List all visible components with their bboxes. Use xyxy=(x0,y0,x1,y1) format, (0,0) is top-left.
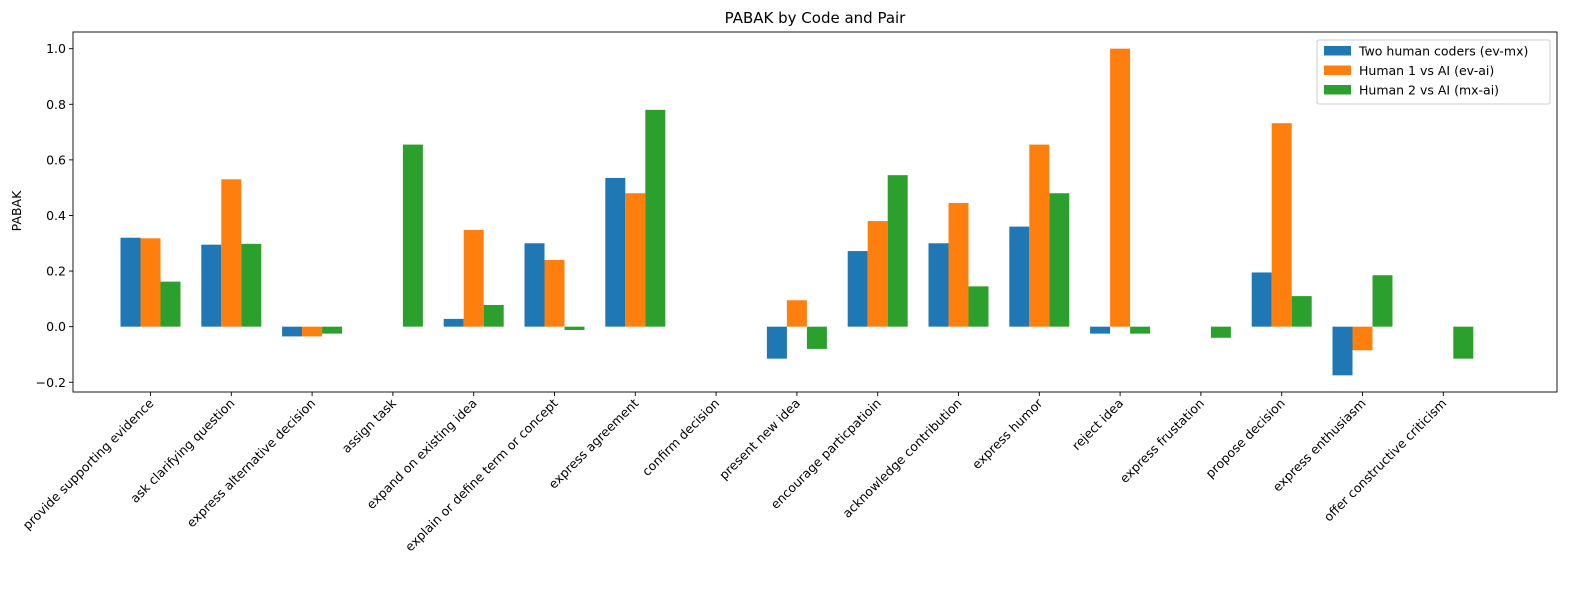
legend-entry: Human 2 vs AI (mx-ai) xyxy=(1359,83,1499,98)
bar-s0-c5 xyxy=(524,243,545,327)
bar-s1-c10 xyxy=(948,202,969,327)
x-tick-label: propose decision xyxy=(1202,396,1287,481)
x-tick-label: explain or define term or concept xyxy=(402,395,561,554)
x-tick-label: confirm decision xyxy=(639,396,722,479)
bar-s1-c1 xyxy=(221,179,242,327)
bar-s1-c0 xyxy=(140,238,161,327)
bar-s2-c1 xyxy=(241,243,262,327)
bars-group xyxy=(120,48,1474,376)
x-tick-label: express agreement xyxy=(545,395,641,491)
y-tick-label: 0.8 xyxy=(46,97,66,112)
bar-s1-c14 xyxy=(1271,123,1292,327)
bar-s2-c15 xyxy=(1372,275,1393,327)
y-tick-label: −0.2 xyxy=(36,375,66,390)
bar-s0-c12 xyxy=(1090,326,1111,334)
bar-s2-c14 xyxy=(1291,296,1312,327)
bar-s1-c15 xyxy=(1352,326,1373,351)
plot-frame xyxy=(72,31,1558,393)
y-tick-label: 0.4 xyxy=(46,208,66,223)
bar-s1-c2 xyxy=(302,326,323,337)
legend-swatch xyxy=(1324,85,1351,95)
bar-s2-c3 xyxy=(402,144,423,327)
y-tick-label: 1.0 xyxy=(46,41,66,56)
bar-s0-c10 xyxy=(928,243,949,327)
bar-s0-c9 xyxy=(847,251,868,327)
y-axis: −0.2 0.0 0.2 0.4 0.6 0.8 1.0 xyxy=(36,41,73,390)
bar-s1-c12 xyxy=(1110,48,1131,327)
bar-s0-c8 xyxy=(766,326,787,359)
bar-s2-c16 xyxy=(1453,326,1474,359)
legend-box xyxy=(1316,39,1551,105)
x-tick-label: assign task xyxy=(339,395,400,456)
bar-s0-c15 xyxy=(1332,326,1353,376)
bar-s0-c0 xyxy=(120,237,141,327)
bar-s2-c11 xyxy=(1049,193,1070,327)
bar-s0-c14 xyxy=(1251,272,1272,327)
bar-s2-c4 xyxy=(483,304,504,327)
x-tick-label: express frustation xyxy=(1117,396,1207,486)
y-tick-label: 0.6 xyxy=(46,152,66,167)
bar-s2-c0 xyxy=(160,281,181,327)
x-tick-label: express humor xyxy=(969,395,1046,472)
legend-swatch xyxy=(1324,65,1351,75)
legend: Two human coders (ev-mx) Human 1 vs AI (e… xyxy=(1316,39,1551,105)
legend-swatch xyxy=(1324,46,1351,56)
y-tick-label: 0.0 xyxy=(46,319,66,334)
x-tick-label: present new idea xyxy=(716,396,803,483)
x-tick-label: express alternative decision xyxy=(183,396,318,531)
bar-s1-c9 xyxy=(867,221,888,327)
bar-s0-c4 xyxy=(443,318,464,327)
bar-s0-c1 xyxy=(201,244,222,327)
bar-s2-c13 xyxy=(1210,326,1231,338)
bar-s2-c12 xyxy=(1130,326,1151,334)
bar-s2-c8 xyxy=(806,326,827,349)
bar-s2-c2 xyxy=(322,326,343,334)
chart-title: PABAK by Code and Pair xyxy=(725,9,907,27)
bar-s2-c5 xyxy=(564,326,585,331)
bar-s2-c10 xyxy=(968,286,989,327)
bar-s1-c11 xyxy=(1029,144,1050,327)
bar-s0-c6 xyxy=(605,177,626,327)
y-tick-label: 0.2 xyxy=(46,264,66,279)
bar-s0-c11 xyxy=(1009,226,1030,327)
bar-s2-c6 xyxy=(645,109,666,327)
y-axis-label: PABAK xyxy=(9,190,24,231)
bar-s1-c5 xyxy=(544,259,565,327)
bar-s1-c8 xyxy=(786,300,807,327)
x-tick-label: reject idea xyxy=(1069,396,1126,453)
bar-s0-c2 xyxy=(282,326,303,337)
bar-s2-c9 xyxy=(887,175,908,327)
bar-s1-c4 xyxy=(463,229,484,327)
bar-s1-c6 xyxy=(625,193,646,327)
x-tick-label: provide supporting evidence xyxy=(20,395,157,532)
legend-entry: Two human coders (ev-mx) xyxy=(1358,44,1528,59)
legend-entry: Human 1 vs AI (ev-ai) xyxy=(1359,63,1494,78)
